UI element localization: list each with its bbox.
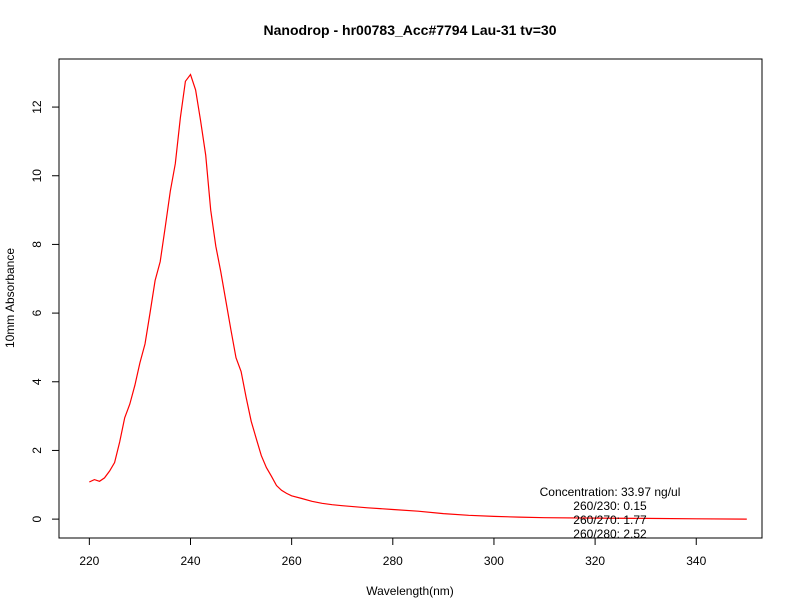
x-tick-label: 220 (79, 554, 99, 568)
ratio-260-270-annotation: 260/270: 1.77 (573, 513, 647, 527)
x-tick-label: 300 (484, 554, 504, 568)
x-axis: 220 240 260 280 300 320 340 (79, 537, 707, 568)
plot-frame (58, 58, 763, 539)
y-axis: 0 2 4 6 8 10 12 (30, 100, 60, 522)
x-tick-label: 280 (383, 554, 403, 568)
x-axis-label: Wavelength(nm) (366, 584, 454, 598)
y-tick-label: 8 (30, 241, 44, 248)
ratio-260-280-annotation: 260/280: 2.52 (573, 527, 647, 541)
x-tick-label: 320 (585, 554, 605, 568)
y-tick-label: 0 (30, 515, 44, 522)
x-tick-label: 240 (180, 554, 200, 568)
chart-title: Nanodrop - hr00783_Acc#7794 Lau-31 tv=30 (264, 22, 557, 38)
y-tick-label: 12 (30, 100, 44, 114)
y-axis-label: 10mm Absorbance (3, 248, 17, 348)
ratio-260-230-annotation: 260/230: 0.15 (573, 499, 647, 513)
absorbance-series-line (89, 73, 747, 520)
x-tick-label: 340 (686, 554, 706, 568)
y-tick-label: 6 (30, 309, 44, 316)
concentration-annotation: Concentration: 33.97 ng/ul (540, 485, 681, 499)
y-tick-label: 10 (30, 169, 44, 183)
y-tick-label: 4 (30, 378, 44, 385)
x-tick-label: 260 (282, 554, 302, 568)
y-tick-label: 2 (30, 447, 44, 454)
